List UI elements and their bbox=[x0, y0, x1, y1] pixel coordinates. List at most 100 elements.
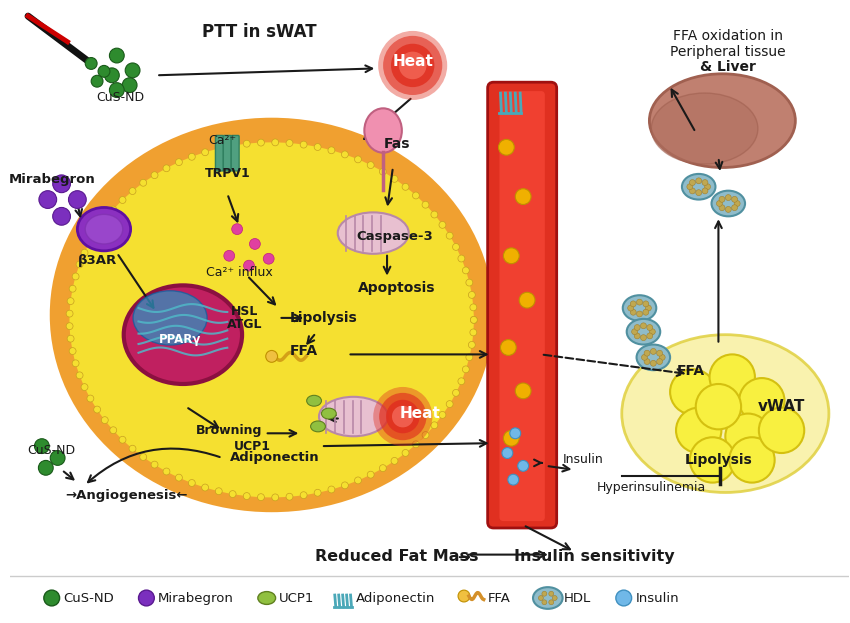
Circle shape bbox=[641, 323, 647, 329]
Circle shape bbox=[696, 189, 701, 196]
Circle shape bbox=[616, 590, 632, 606]
Ellipse shape bbox=[258, 592, 275, 604]
Text: CuS-ND: CuS-ND bbox=[97, 92, 144, 105]
Circle shape bbox=[286, 140, 293, 146]
Text: PPARγ: PPARγ bbox=[159, 333, 201, 346]
Circle shape bbox=[627, 305, 633, 311]
Circle shape bbox=[354, 156, 361, 163]
Circle shape bbox=[81, 384, 88, 391]
Circle shape bbox=[232, 224, 242, 235]
Circle shape bbox=[367, 471, 374, 478]
Text: →Angiogenesis←: →Angiogenesis← bbox=[65, 489, 188, 502]
Ellipse shape bbox=[682, 174, 716, 199]
Circle shape bbox=[101, 417, 108, 424]
Ellipse shape bbox=[319, 397, 388, 436]
Text: ATGL: ATGL bbox=[227, 318, 263, 331]
Circle shape bbox=[258, 139, 264, 146]
Circle shape bbox=[702, 179, 708, 186]
Circle shape bbox=[264, 254, 274, 264]
Text: Mirabegron: Mirabegron bbox=[158, 591, 234, 604]
Circle shape bbox=[631, 309, 636, 315]
Circle shape bbox=[647, 333, 653, 339]
Circle shape bbox=[431, 211, 438, 218]
Circle shape bbox=[458, 378, 465, 385]
FancyBboxPatch shape bbox=[488, 82, 557, 528]
Text: Fas: Fas bbox=[383, 137, 411, 151]
Circle shape bbox=[657, 359, 662, 364]
Circle shape bbox=[354, 477, 361, 484]
Circle shape bbox=[38, 460, 54, 475]
Circle shape bbox=[645, 305, 651, 311]
Circle shape bbox=[215, 488, 222, 495]
Circle shape bbox=[466, 354, 473, 361]
Circle shape bbox=[676, 407, 722, 453]
Circle shape bbox=[122, 78, 137, 93]
Circle shape bbox=[422, 432, 429, 439]
Circle shape bbox=[702, 188, 708, 194]
Circle shape bbox=[391, 176, 398, 183]
Circle shape bbox=[373, 387, 433, 446]
Text: HSL: HSL bbox=[231, 305, 258, 318]
Circle shape bbox=[458, 590, 470, 602]
Circle shape bbox=[690, 437, 735, 483]
Circle shape bbox=[637, 299, 643, 305]
Circle shape bbox=[129, 445, 136, 452]
Ellipse shape bbox=[124, 285, 242, 384]
Circle shape bbox=[119, 436, 126, 443]
Ellipse shape bbox=[649, 74, 796, 168]
Circle shape bbox=[81, 249, 88, 256]
Circle shape bbox=[542, 600, 547, 605]
Circle shape bbox=[50, 450, 65, 465]
Ellipse shape bbox=[711, 191, 745, 216]
Circle shape bbox=[641, 335, 647, 341]
Circle shape bbox=[139, 454, 147, 460]
Circle shape bbox=[470, 316, 478, 323]
Ellipse shape bbox=[621, 335, 829, 492]
Circle shape bbox=[631, 301, 636, 307]
Circle shape bbox=[634, 325, 640, 330]
Ellipse shape bbox=[85, 214, 122, 244]
Circle shape bbox=[466, 279, 473, 286]
Circle shape bbox=[439, 411, 446, 419]
Circle shape bbox=[367, 161, 374, 169]
Text: Peripheral tissue: Peripheral tissue bbox=[671, 45, 786, 59]
Text: TRPV1: TRPV1 bbox=[204, 168, 250, 181]
Circle shape bbox=[470, 304, 477, 311]
Text: HDL: HDL bbox=[564, 591, 591, 604]
Circle shape bbox=[76, 372, 83, 379]
Circle shape bbox=[643, 301, 649, 307]
Circle shape bbox=[129, 188, 136, 194]
Circle shape bbox=[342, 151, 348, 158]
Circle shape bbox=[391, 44, 434, 87]
Ellipse shape bbox=[533, 587, 563, 609]
Circle shape bbox=[87, 395, 94, 402]
Text: Browning: Browning bbox=[196, 424, 263, 437]
Circle shape bbox=[151, 461, 158, 468]
Circle shape bbox=[39, 191, 57, 209]
Text: FFA: FFA bbox=[677, 364, 705, 378]
Circle shape bbox=[383, 36, 442, 95]
Circle shape bbox=[643, 309, 649, 315]
FancyBboxPatch shape bbox=[215, 135, 224, 171]
Circle shape bbox=[503, 248, 519, 264]
Circle shape bbox=[266, 351, 278, 363]
Circle shape bbox=[44, 590, 60, 606]
Circle shape bbox=[710, 354, 755, 400]
Circle shape bbox=[552, 596, 557, 601]
Text: vWAT: vWAT bbox=[758, 399, 805, 414]
Circle shape bbox=[446, 232, 453, 239]
Circle shape bbox=[378, 31, 447, 100]
Circle shape bbox=[687, 184, 693, 189]
Circle shape bbox=[119, 197, 126, 204]
Circle shape bbox=[729, 437, 774, 483]
Circle shape bbox=[402, 449, 409, 457]
Ellipse shape bbox=[310, 421, 326, 432]
Circle shape bbox=[94, 227, 100, 234]
Circle shape bbox=[502, 447, 513, 459]
Text: CuS-ND: CuS-ND bbox=[64, 591, 114, 604]
Circle shape bbox=[379, 168, 386, 175]
Circle shape bbox=[300, 492, 307, 498]
Circle shape bbox=[35, 439, 49, 454]
Text: Ca²⁺: Ca²⁺ bbox=[208, 134, 236, 147]
Circle shape bbox=[719, 196, 725, 202]
